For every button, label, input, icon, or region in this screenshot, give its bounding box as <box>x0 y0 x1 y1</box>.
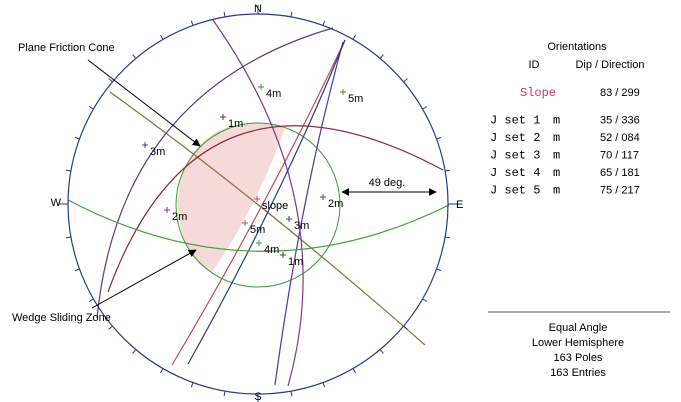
annotation: Plane Friction Cone <box>18 42 115 54</box>
rim-tick <box>223 11 226 17</box>
rim-tick <box>190 382 194 388</box>
pole-marker <box>254 196 260 202</box>
rim-tick <box>223 391 226 397</box>
legend-id: J set 2 <box>490 131 540 145</box>
footer-text: Lower Hemisphere <box>532 337 624 349</box>
footer-text: 163 Entries <box>550 367 606 379</box>
pole-marker <box>142 142 148 148</box>
pole-marker <box>256 240 262 246</box>
great-circle <box>274 41 344 386</box>
legend-value: 75 / 217 <box>600 184 640 196</box>
rim-tick <box>88 298 94 302</box>
legend-kind: m <box>553 149 560 163</box>
rim-tick <box>290 391 293 397</box>
rim-tick <box>422 106 428 110</box>
rim-tick <box>403 325 408 330</box>
legend-id: J set 5 <box>490 184 540 198</box>
rim-tick <box>108 78 113 83</box>
legend-id: J set 1 <box>490 114 540 128</box>
footer-text: 163 Poles <box>554 352 603 364</box>
rim-tick <box>132 349 137 354</box>
rim-tick <box>88 106 94 110</box>
pole-marker <box>164 207 170 213</box>
rim-tick <box>436 136 442 140</box>
direction-label: W <box>51 197 62 209</box>
rim-tick <box>290 11 293 17</box>
legend-id: J set 4 <box>490 166 540 180</box>
rim-tick <box>160 34 164 40</box>
legend-header: Dip / Direction <box>575 59 644 71</box>
rim-tick <box>74 268 80 272</box>
direction-label: S <box>254 391 261 402</box>
great-circle <box>96 27 334 319</box>
pole-label: 5m <box>348 93 363 105</box>
great-circle <box>109 91 426 346</box>
pole-label: 5m <box>250 224 265 236</box>
pole-marker <box>320 194 326 200</box>
pole-label: 4m <box>266 88 281 100</box>
pole-marker <box>286 216 292 222</box>
pole-marker <box>220 114 226 120</box>
pole-label: 1m <box>228 118 243 130</box>
legend-kind: m <box>553 114 560 128</box>
footer-text: Equal Angle <box>549 322 608 334</box>
great-circle <box>187 39 346 365</box>
sliding-zone <box>178 122 285 272</box>
legend-kind: m <box>553 131 560 145</box>
pole-label: 3m <box>294 220 309 232</box>
rim-tick <box>422 298 428 302</box>
legend-value: 52 / 084 <box>600 132 640 144</box>
legend-value: 35 / 336 <box>600 114 640 126</box>
rim-tick <box>403 78 408 83</box>
annotation: 49 deg. <box>369 177 406 189</box>
annotation-arrow <box>91 249 197 309</box>
rim-tick <box>74 136 80 140</box>
legend-header: ID <box>529 59 540 71</box>
rim-tick <box>379 349 384 354</box>
pole-marker <box>280 252 286 258</box>
legend-id: J set 3 <box>490 149 540 163</box>
rim-tick <box>160 368 164 374</box>
pole-label: slope <box>262 200 288 212</box>
rim-tick <box>379 54 384 59</box>
pole-marker <box>340 89 346 95</box>
annotation-arrow <box>87 59 201 147</box>
rim-tick <box>65 169 71 172</box>
pole-label: 1m <box>288 256 303 268</box>
pole-label: 3m <box>150 146 165 158</box>
rim-tick <box>322 20 326 26</box>
great-circle <box>171 39 346 366</box>
pole-marker <box>242 220 248 226</box>
great-circle <box>67 199 450 252</box>
legend-id: Slope <box>520 86 556 100</box>
friction-cone <box>175 122 341 288</box>
pole-label: 4m <box>264 244 279 256</box>
direction-label: E <box>456 199 463 211</box>
rim-tick <box>190 20 194 26</box>
rim-tick <box>436 268 442 272</box>
rim-tick <box>322 382 326 388</box>
legend-kind: m <box>553 184 560 198</box>
rim-tick <box>352 368 356 374</box>
pole-marker <box>258 84 264 90</box>
direction-label: N <box>254 3 262 15</box>
legend-value: 65 / 181 <box>600 167 640 179</box>
rim-tick <box>445 236 451 239</box>
pole-label: 2m <box>172 211 187 223</box>
rim-tick <box>445 169 451 172</box>
rim-tick <box>132 54 137 59</box>
legend-kind: m <box>553 166 560 180</box>
annotation: Wedge Sliding Zone <box>12 312 111 324</box>
pole-label: 2m <box>328 198 343 210</box>
great-circle <box>212 19 304 387</box>
rim-tick <box>108 325 113 330</box>
legend-value: 70 / 117 <box>600 149 639 161</box>
rim-tick <box>352 34 356 40</box>
legend-title: Orientations <box>547 41 607 53</box>
great-circle <box>107 125 444 293</box>
rim-tick <box>65 236 71 239</box>
legend-value: 83 / 299 <box>600 87 640 99</box>
